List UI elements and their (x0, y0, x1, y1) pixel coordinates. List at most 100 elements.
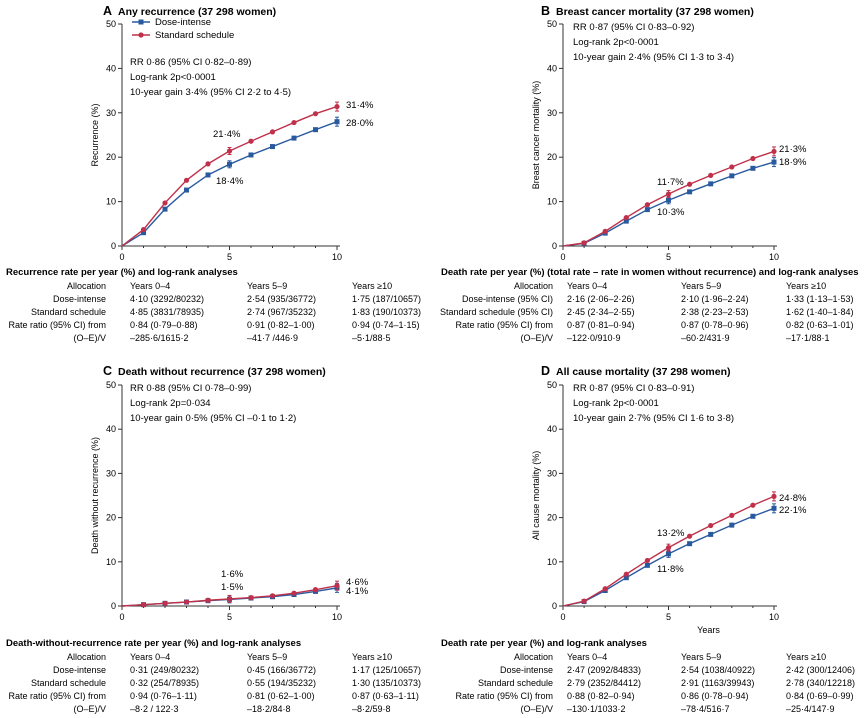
x-tick-label: 5 (227, 612, 232, 622)
table-cell: 0·84 (0·69–0·99) (786, 691, 854, 701)
y-tick-label: 10 (106, 557, 116, 567)
data-point-square (248, 152, 254, 158)
y-tick-label: 50 (547, 380, 557, 390)
table-row-label: Rate ratio (95% CI) from (8, 691, 106, 701)
y-tick-label: 20 (106, 152, 116, 162)
annotation-dose-5: 10·3% (657, 207, 685, 218)
x-tick-label: 10 (769, 252, 779, 262)
series-standard-schedule (562, 146, 777, 247)
table-cell: 0·88 (0·82–0·94) (567, 691, 635, 701)
data-point-circle (248, 595, 254, 601)
table-cell: 4·10 (3292/80232) (130, 294, 204, 304)
y-tick-label: 30 (547, 108, 557, 118)
table-cell: 2·79 (2352/84412) (567, 678, 641, 688)
data-point-square (666, 197, 671, 203)
rate-table: Recurrence rate per year (%) and log-ran… (6, 267, 421, 343)
stat-line: 10-year gain 2·4% (95% CI 1·3 to 3·4) (573, 52, 734, 63)
table-cell: Years 5–9 (247, 281, 287, 291)
legend-marker-dose (138, 19, 144, 25)
data-point-square (227, 161, 232, 167)
data-point-square (644, 207, 650, 213)
table-cell: Years 5–9 (247, 652, 287, 662)
data-point-square (687, 541, 693, 547)
table-row-label: Rate ratio (95% CI) from (455, 691, 553, 701)
data-point-circle (644, 202, 651, 208)
data-point-square (141, 230, 146, 236)
data-point-square (729, 522, 735, 528)
table-row-label: Allocation (67, 281, 106, 291)
panel-letter: B (541, 4, 550, 18)
table-title: Death-without-recurrence rate per year (… (6, 638, 301, 649)
annotation-std-5: 11·7% (657, 177, 684, 188)
data-point-circle (269, 129, 276, 135)
series-dose-intense (562, 157, 777, 247)
data-point-circle (226, 148, 233, 154)
data-point-circle (162, 200, 168, 206)
table-title: Recurrence rate per year (%) and log-ran… (6, 267, 238, 278)
data-point-square (771, 505, 777, 511)
table-cell: 2·38 (2·23–2·53) (681, 307, 749, 317)
panel-b: B Breast cancer mortality (37 298 women) 0… (440, 4, 859, 343)
data-point-square (708, 181, 714, 187)
table-cell: 2·74 (967/35232) (247, 307, 316, 317)
data-point-square (184, 187, 189, 193)
table-cell: 1·30 (135/10373) (352, 678, 421, 688)
table-row-label: Allocation (67, 652, 106, 662)
table-cell: 0·87 (0·63–1·11) (352, 691, 419, 701)
table-cell: –122·0/910·9 (567, 333, 621, 343)
data-point-circle (581, 240, 587, 246)
panel-a: A Any recurrence (37 298 women) 0 10 20 30 40 5… (6, 4, 421, 343)
data-point-circle (771, 148, 777, 155)
data-point-circle (183, 599, 190, 605)
x-axis-label: Years (697, 625, 720, 635)
data-point-circle (291, 590, 297, 596)
data-point-circle (623, 571, 629, 577)
data-point-circle (750, 155, 756, 162)
table-cell: –41·7 /446·9 (247, 333, 298, 343)
data-point-square (334, 119, 340, 125)
data-point-circle (248, 138, 254, 144)
data-point-square (313, 127, 318, 133)
annotation-std-10: 24·8% (779, 493, 807, 504)
legend-label-std: Standard schedule (155, 30, 234, 41)
data-point-square (750, 165, 756, 171)
table-row-label: Dose-intense (500, 665, 553, 675)
table-cell: Years 0–4 (130, 652, 170, 662)
data-point-square (771, 159, 777, 165)
table-row-label: (O–E)/V (73, 333, 106, 343)
table-cell: Years ≥10 (786, 281, 826, 291)
data-point-square (205, 172, 211, 178)
rate-table: Death-without-recurrence rate per year (… (6, 638, 421, 714)
x-tick-label: 10 (332, 612, 342, 622)
table-row-label: Allocation (514, 281, 553, 291)
annotation-dose-10: 28·0% (346, 118, 374, 129)
data-point-circle (687, 533, 693, 539)
table-cell: 0·31 (249/80232) (130, 665, 199, 675)
table-cell: 2·16 (2·06–2·26) (567, 294, 635, 304)
table-cell: 0·84 (0·79–0·88) (130, 320, 198, 330)
annotation-std-10: 21·3% (779, 144, 807, 155)
legend-marker-std (138, 32, 144, 38)
table-row-label: Standard schedule (478, 678, 553, 688)
table-title: Death rate per year (%) (total rate – ra… (441, 267, 859, 278)
series-dose-intense (562, 503, 777, 607)
data-point-circle (226, 596, 233, 602)
table-cell: 2·91 (1163/39943) (681, 678, 754, 688)
x-tick-label: 5 (227, 252, 232, 262)
table-row-label: Dose-intense (53, 665, 106, 675)
data-point-square (623, 218, 629, 224)
panel-letter: A (103, 4, 112, 18)
table-cell: –18·2/84·8 (247, 704, 291, 714)
y-tick-label: 30 (106, 468, 116, 478)
table-cell: 0·91 (0·82–1·00) (247, 320, 315, 330)
annotation-std-10: 31·4% (346, 100, 374, 111)
table-cell: 2·10 (1·96–2·24) (681, 294, 749, 304)
data-point-circle (602, 228, 608, 234)
table-cell: Years 5–9 (681, 281, 721, 291)
y-tick-label: 0 (552, 241, 557, 251)
data-point-circle (205, 597, 211, 603)
data-point-circle (334, 103, 340, 110)
data-point-circle (183, 177, 190, 183)
table-cell: 0·82 (0·63–1·01) (786, 320, 854, 330)
table-row-label: Standard schedule (95% CI) (440, 307, 553, 317)
